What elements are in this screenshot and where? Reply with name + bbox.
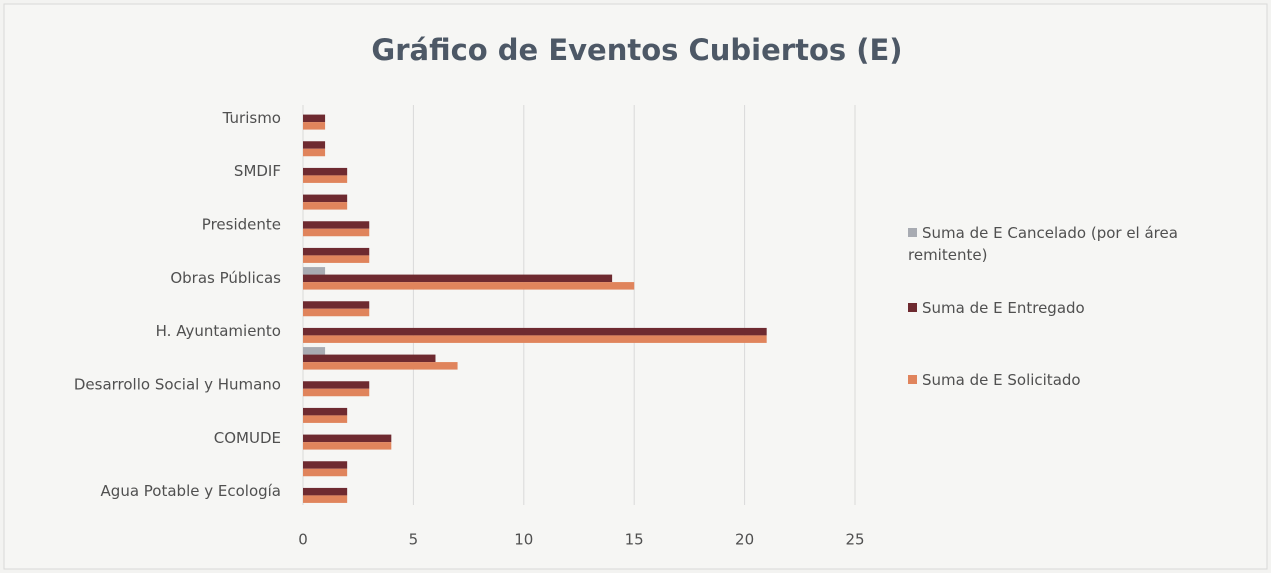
- y-tick-label: Agua Potable y Ecología: [101, 482, 281, 500]
- legend-item: Suma de E Entregado: [908, 297, 1253, 319]
- legend-swatch: [908, 303, 917, 312]
- bar: [303, 148, 326, 157]
- bar: [303, 354, 436, 363]
- bar: [303, 114, 326, 123]
- bar: [303, 202, 348, 210]
- bar: [303, 362, 458, 370]
- x-tick-label: 10: [514, 531, 533, 549]
- x-tick-label: 20: [735, 531, 754, 549]
- bar: [303, 461, 348, 469]
- bar: [303, 388, 370, 397]
- bar: [303, 434, 392, 443]
- x-tick-label: 15: [625, 531, 644, 549]
- bar: [303, 442, 392, 450]
- legend-label: Suma de E Cancelado (por el área remiten…: [908, 224, 1178, 264]
- bar: [303, 167, 348, 176]
- legend-swatch: [908, 375, 917, 384]
- bar: [303, 194, 348, 203]
- bar: [303, 347, 326, 355]
- bar: [303, 255, 370, 263]
- y-tick-label: Desarrollo Social y Humano: [74, 376, 281, 394]
- chart-frame: [3, 3, 1268, 570]
- bar: [303, 141, 326, 149]
- bar: [303, 415, 348, 423]
- bar: [303, 282, 635, 290]
- y-tick-label: Turismo: [222, 109, 281, 127]
- legend-swatch: [908, 228, 917, 237]
- bar: [303, 335, 767, 343]
- bar: [303, 381, 370, 389]
- bar: [303, 495, 348, 503]
- y-tick-label: Obras Públicas: [170, 269, 281, 287]
- bar: [303, 308, 370, 317]
- bar: [303, 267, 326, 275]
- bar: [303, 468, 348, 477]
- legend-item: Suma de E Solicitado: [908, 369, 1253, 391]
- bar: [303, 228, 370, 237]
- bar: [303, 407, 348, 416]
- x-tick-label: 0: [298, 531, 308, 549]
- x-tick-label: 25: [845, 531, 864, 549]
- bar: [303, 175, 348, 183]
- legend-label: Suma de E Entregado: [922, 299, 1085, 317]
- bar: [303, 247, 370, 256]
- legend-label: Suma de E Solicitado: [922, 371, 1081, 389]
- bar: [303, 327, 767, 336]
- bar: [303, 221, 370, 229]
- bar: [303, 274, 613, 283]
- bar: [303, 301, 370, 309]
- bar: [303, 122, 326, 130]
- legend-item: Suma de E Cancelado (por el área remiten…: [908, 222, 1253, 266]
- y-tick-label: Presidente: [202, 216, 281, 234]
- x-tick-label: 5: [409, 531, 419, 549]
- y-tick-label: SMDIF: [234, 162, 281, 180]
- y-tick-label: H. Ayuntamiento: [156, 322, 281, 340]
- y-tick-label: COMUDE: [214, 429, 281, 447]
- bar: [303, 487, 348, 496]
- chart-title: Gráfico de Eventos Cubiertos (E): [371, 33, 902, 67]
